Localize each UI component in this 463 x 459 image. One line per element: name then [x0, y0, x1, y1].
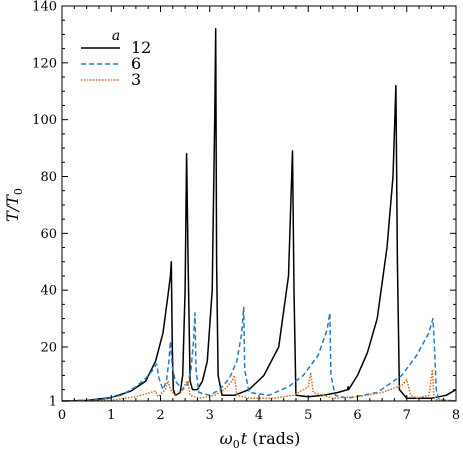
- y-tick-label: 40: [40, 284, 57, 299]
- series-12-line: [61, 27, 457, 402]
- series-6-line: [61, 306, 457, 402]
- x-tick-label: 7: [403, 408, 411, 423]
- legend-label-3: 3: [131, 70, 141, 89]
- x-tick-label: 5: [304, 408, 312, 423]
- series-layer: [61, 27, 457, 402]
- legend-title: a: [112, 28, 120, 44]
- x-tick-label: 2: [156, 408, 164, 423]
- x-tick-label: 4: [255, 408, 263, 423]
- y-tick-label: 20: [40, 341, 57, 356]
- y-tick-label: 100: [32, 113, 57, 128]
- x-tick-label: 8: [452, 408, 460, 423]
- legend-label-6: 6: [131, 54, 141, 73]
- y-axis-label: T/T0: [3, 188, 25, 222]
- y-tick-label: 140: [32, 0, 57, 15]
- series-3-line: [61, 368, 457, 402]
- x-axis-label: ω0t (rads): [220, 429, 301, 451]
- x-tick-label: 6: [353, 408, 361, 423]
- legend-label-12: 12: [131, 38, 151, 57]
- x-tick-label: 3: [206, 408, 214, 423]
- y-tick-label: 60: [40, 227, 57, 242]
- y-tick-label: 1: [49, 395, 57, 410]
- x-tick-label: 1: [107, 408, 115, 423]
- y-tick-label: 120: [32, 56, 57, 71]
- y-tick-label: 80: [40, 170, 57, 185]
- x-tick-label: 0: [58, 408, 66, 423]
